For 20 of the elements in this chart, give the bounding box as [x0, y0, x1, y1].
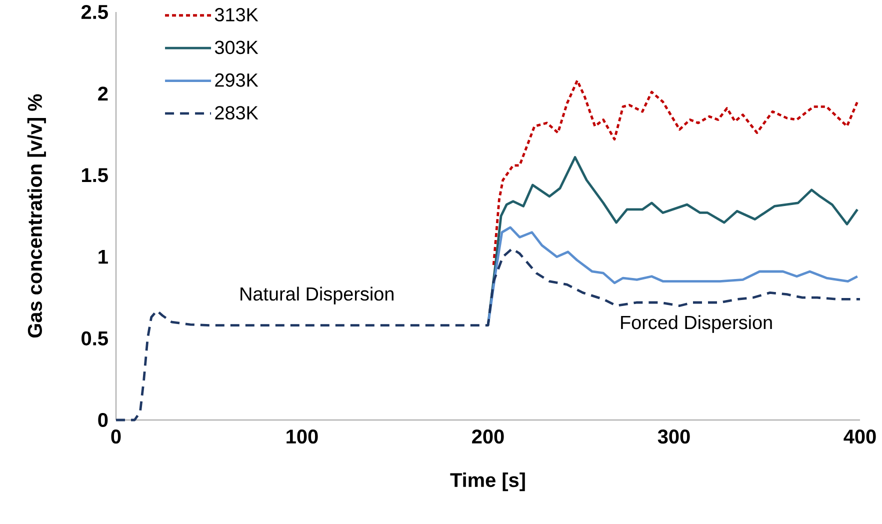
y-tick-label: 1.5 — [82, 168, 108, 182]
x-tick-label: 300 — [658, 430, 690, 444]
annotation: Natural Dispersion — [240, 286, 394, 304]
legend-label: 283K — [215, 106, 258, 120]
y-tick-label: 2 — [98, 86, 108, 101]
x-tick-label: 200 — [472, 430, 504, 444]
legend-label: 293K — [215, 73, 258, 87]
x-tick-label: 0 — [111, 430, 121, 444]
y-tick-label: 0 — [98, 412, 108, 428]
y-tick-label: 1 — [98, 250, 108, 264]
x-axis-title: Time [s] — [450, 472, 525, 492]
y-tick-label: 2.5 — [81, 4, 108, 20]
legend-label: 303K — [214, 40, 258, 54]
x-tick-label: 100 — [286, 430, 318, 444]
x-tick-label: 400 — [844, 430, 876, 444]
y-tick-label: 0.5 — [82, 331, 108, 346]
line-series — [492, 79, 859, 266]
y-axis-title: Gas concentration [v/v] % — [27, 94, 46, 338]
annotation: Forced Dispersion — [621, 315, 772, 333]
legend-label: 313K — [214, 8, 258, 22]
